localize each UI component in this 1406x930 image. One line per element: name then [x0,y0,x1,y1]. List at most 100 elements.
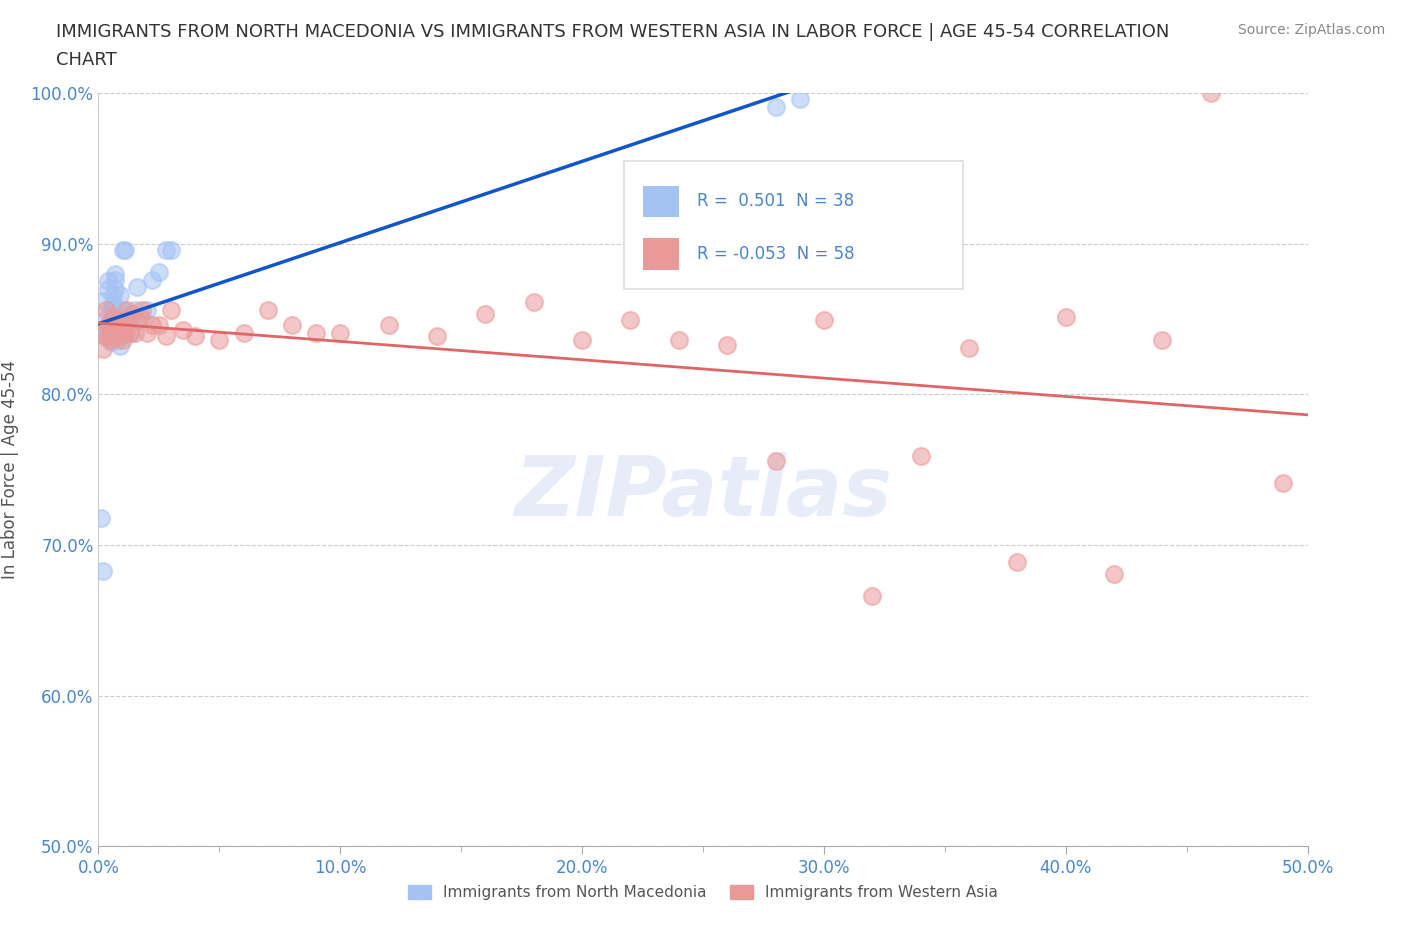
Point [114,313,136,328]
Point [111,302,134,317]
Text: R =  0.501  N = 38: R = 0.501 N = 38 [697,193,853,210]
Point [1199,86,1222,100]
Point [813,313,835,328]
Point [108,339,131,353]
Point [141,272,163,287]
Point [377,317,399,332]
Point [111,242,134,257]
Point [155,328,177,343]
Point [114,326,136,340]
Point [118,326,141,340]
Point [107,313,129,328]
Point [108,287,131,302]
Point [523,295,546,310]
Point [117,302,139,317]
Point [100,334,122,349]
Point [160,242,183,257]
Point [131,302,153,317]
Point [97,317,120,332]
Point [668,333,690,348]
Point [1102,566,1125,581]
Text: ZIPatlas: ZIPatlas [515,452,891,533]
Point [101,310,124,325]
FancyBboxPatch shape [643,186,679,218]
Point [108,328,131,343]
Point [97,274,120,289]
Point [117,310,139,325]
Point [90,326,112,341]
Point [124,326,146,340]
FancyBboxPatch shape [624,161,963,289]
Point [94,312,117,326]
Point [90,511,112,525]
Point [619,313,641,328]
Point [1152,333,1174,348]
Point [765,453,787,468]
Point [104,326,127,340]
Point [128,310,150,325]
Text: Source: ZipAtlas.com: Source: ZipAtlas.com [1237,23,1385,37]
Point [426,328,449,343]
Point [104,266,127,281]
Point [97,282,120,297]
Point [305,326,328,340]
Point [100,326,122,341]
Point [329,326,352,340]
Point [100,326,122,340]
Point [101,289,124,304]
Point [121,307,143,322]
Point [100,333,122,348]
Point [172,322,194,337]
Point [232,326,254,340]
Point [957,340,980,355]
Point [91,294,114,309]
Point [100,302,122,317]
Point [155,242,177,257]
Point [91,341,114,356]
Point [148,317,170,332]
Point [118,326,141,340]
Point [114,242,136,257]
Point [101,299,124,314]
Point [94,329,117,344]
Point [148,265,170,280]
Point [101,297,124,312]
Point [135,302,157,317]
Point [474,307,496,322]
Point [97,329,120,344]
Point [108,317,131,332]
Point [111,322,134,337]
Point [127,280,149,295]
Point [160,302,183,317]
Point [107,333,129,348]
Point [571,333,593,348]
Y-axis label: In Labor Force | Age 45-54: In Labor Force | Age 45-54 [1,360,20,579]
Point [1272,476,1295,491]
Point [716,338,738,352]
Point [104,282,127,297]
Text: CHART: CHART [56,51,117,69]
Point [124,302,146,317]
Point [111,333,134,348]
Text: R = -0.053  N = 58: R = -0.053 N = 58 [697,246,855,263]
Point [1007,554,1029,569]
Point [101,317,124,332]
Point [104,272,127,287]
Point [94,302,117,317]
Text: IMMIGRANTS FROM NORTH MACEDONIA VS IMMIGRANTS FROM WESTERN ASIA IN LABOR FORCE |: IMMIGRANTS FROM NORTH MACEDONIA VS IMMIG… [56,23,1170,41]
Point [94,326,117,341]
Point [765,100,787,114]
Point [104,328,127,343]
Point [1054,310,1077,325]
Point [107,322,129,337]
Point [860,589,883,604]
Point [97,317,120,332]
FancyBboxPatch shape [643,238,679,270]
Point [91,564,114,578]
Point [131,310,153,325]
Point [127,313,149,328]
Point [107,302,129,317]
Point [100,312,122,326]
Point [141,317,163,332]
Point [789,91,811,106]
